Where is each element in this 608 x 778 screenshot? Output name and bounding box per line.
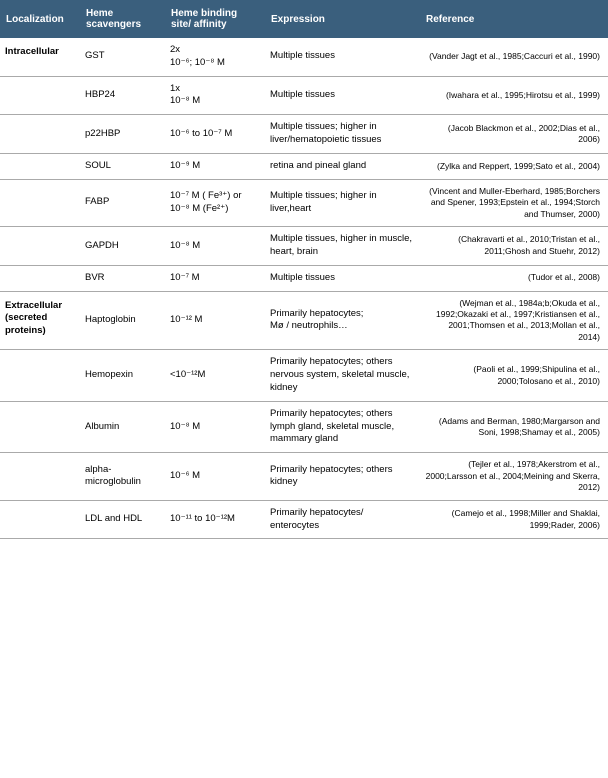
cell-scavenger: Albumin: [80, 401, 165, 452]
cell-localization: [0, 500, 80, 539]
table-row: LDL and HDL10⁻¹¹ to 10⁻¹²MPrimarily hepa…: [0, 500, 608, 539]
table-row: p22HBP10⁻⁶ to 10⁻⁷ MMultiple tissues; hi…: [0, 115, 608, 154]
table-row: GAPDH10⁻⁸ MMultiple tissues, higher in m…: [0, 227, 608, 266]
cell-expression: Multiple tissues: [265, 76, 420, 115]
table-header: Localization Heme scavengers Heme bindin…: [0, 0, 608, 38]
cell-localization: [0, 76, 80, 115]
cell-scavenger: alpha-microglobulin: [80, 453, 165, 500]
cell-scavenger: LDL and HDL: [80, 500, 165, 539]
cell-reference: (Tudor et al., 2008): [420, 265, 608, 291]
cell-reference: (Vincent and Muller-Eberhard, 1985;Borch…: [420, 179, 608, 226]
table-row: SOUL10⁻⁹ Mretina and pineal gland(Zylka …: [0, 153, 608, 179]
cell-affinity: 10⁻⁶ to 10⁻⁷ M: [165, 115, 265, 154]
col-localization: Localization: [0, 0, 80, 38]
table-body: IntracellularGST2x10⁻⁶; 10⁻⁸ MMultiple t…: [0, 38, 608, 539]
cell-scavenger: p22HBP: [80, 115, 165, 154]
cell-reference: (Jacob Blackmon et al., 2002;Dias et al.…: [420, 115, 608, 154]
cell-expression: Primarily hepatocytes; others nervous sy…: [265, 350, 420, 401]
table-row: Albumin10⁻⁸ MPrimarily hepatocytes; othe…: [0, 401, 608, 452]
cell-affinity: <10⁻¹²M: [165, 350, 265, 401]
cell-expression: Multiple tissues: [265, 265, 420, 291]
cell-localization: [0, 350, 80, 401]
cell-affinity: 2x10⁻⁶; 10⁻⁸ M: [165, 38, 265, 76]
cell-scavenger: SOUL: [80, 153, 165, 179]
cell-expression: Multiple tissues; higher in liver/hemato…: [265, 115, 420, 154]
cell-scavenger: GAPDH: [80, 227, 165, 266]
col-affinity: Heme binding site/ affinity: [165, 0, 265, 38]
cell-expression: Primarily hepatocytes; others lymph glan…: [265, 401, 420, 452]
cell-localization: [0, 401, 80, 452]
cell-localization: [0, 179, 80, 226]
cell-reference: (Adams and Berman, 1980;Margarson and So…: [420, 401, 608, 452]
cell-expression: Primarily hepatocytes/ enterocytes: [265, 500, 420, 539]
col-expression: Expression: [265, 0, 420, 38]
cell-reference: (Vander Jagt et al., 1985;Caccuri et al.…: [420, 38, 608, 76]
cell-affinity: 10⁻⁷ M ( Fe³⁺) or 10⁻⁸ M (Fe²⁺): [165, 179, 265, 226]
cell-scavenger: FABP: [80, 179, 165, 226]
cell-localization: [0, 453, 80, 500]
cell-localization: Intracellular: [0, 38, 80, 76]
cell-reference: (Zylka and Reppert, 1999;Sato et al., 20…: [420, 153, 608, 179]
cell-reference: (Wejman et al., 1984a;b;Okuda et al., 19…: [420, 291, 608, 350]
cell-localization: [0, 153, 80, 179]
cell-scavenger: Haptoglobin: [80, 291, 165, 350]
cell-affinity: 10⁻⁷ M: [165, 265, 265, 291]
col-reference: Reference: [420, 0, 608, 38]
cell-scavenger: GST: [80, 38, 165, 76]
cell-reference: (Paoli et al., 1999;Shipulina et al., 20…: [420, 350, 608, 401]
cell-expression: Primarily hepatocytes;Mø / neutrophils…: [265, 291, 420, 350]
cell-localization: [0, 227, 80, 266]
cell-expression: Multiple tissues, higher in muscle, hear…: [265, 227, 420, 266]
cell-localization: Extracellular (secreted proteins): [0, 291, 80, 350]
cell-affinity: 10⁻⁶ M: [165, 453, 265, 500]
cell-expression: Primarily hepatocytes; others kidney: [265, 453, 420, 500]
table-row: alpha-microglobulin10⁻⁶ MPrimarily hepat…: [0, 453, 608, 500]
cell-affinity: 10⁻⁸ M: [165, 227, 265, 266]
cell-scavenger: BVR: [80, 265, 165, 291]
cell-expression: Multiple tissues: [265, 38, 420, 76]
cell-affinity: 1x10⁻⁸ M: [165, 76, 265, 115]
cell-affinity: 10⁻⁸ M: [165, 401, 265, 452]
table-row: IntracellularGST2x10⁻⁶; 10⁻⁸ MMultiple t…: [0, 38, 608, 76]
col-scavengers: Heme scavengers: [80, 0, 165, 38]
cell-scavenger: HBP24: [80, 76, 165, 115]
cell-reference: (Tejler et al., 1978;Akerstrom et al., 2…: [420, 453, 608, 500]
cell-localization: [0, 115, 80, 154]
table-row: Extracellular (secreted proteins)Haptogl…: [0, 291, 608, 350]
table-row: Hemopexin<10⁻¹²MPrimarily hepatocytes; o…: [0, 350, 608, 401]
cell-reference: (Iwahara et al., 1995;Hirotsu et al., 19…: [420, 76, 608, 115]
cell-expression: Multiple tissues; higher in liver,heart: [265, 179, 420, 226]
cell-expression: retina and pineal gland: [265, 153, 420, 179]
cell-affinity: 10⁻¹² M: [165, 291, 265, 350]
cell-affinity: 10⁻¹¹ to 10⁻¹²M: [165, 500, 265, 539]
table-row: BVR10⁻⁷ MMultiple tissues(Tudor et al., …: [0, 265, 608, 291]
cell-reference: (Chakravarti et al., 2010;Tristan et al.…: [420, 227, 608, 266]
data-table: Localization Heme scavengers Heme bindin…: [0, 0, 608, 539]
cell-localization: [0, 265, 80, 291]
cell-scavenger: Hemopexin: [80, 350, 165, 401]
cell-reference: (Camejo et al., 1998;Miller and Shaklai,…: [420, 500, 608, 539]
cell-affinity: 10⁻⁹ M: [165, 153, 265, 179]
heme-scavengers-table: Localization Heme scavengers Heme bindin…: [0, 0, 608, 539]
table-row: HBP241x10⁻⁸ MMultiple tissues(Iwahara et…: [0, 76, 608, 115]
table-row: FABP10⁻⁷ M ( Fe³⁺) or 10⁻⁸ M (Fe²⁺)Multi…: [0, 179, 608, 226]
